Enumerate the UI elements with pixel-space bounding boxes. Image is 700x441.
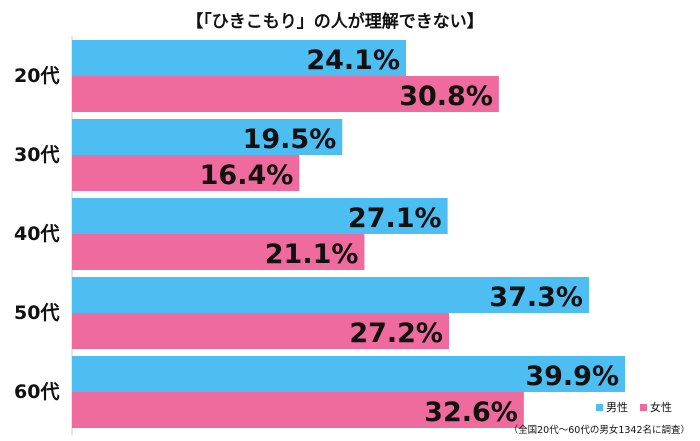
bar-male bbox=[72, 356, 626, 392]
data-label: 30.8% bbox=[399, 81, 493, 112]
legend-label: 女性 bbox=[650, 400, 672, 414]
bar-male bbox=[72, 198, 448, 234]
chart-title: 【「ひきこもり」の人が理解できない】 bbox=[186, 11, 484, 32]
category-label: 40代 bbox=[14, 223, 59, 245]
bar-female bbox=[72, 392, 524, 428]
data-label: 27.1% bbox=[348, 203, 442, 234]
data-label: 19.5% bbox=[243, 124, 337, 155]
data-label: 24.1% bbox=[306, 45, 400, 76]
category-label: 30代 bbox=[14, 144, 59, 166]
category-label: 60代 bbox=[14, 381, 59, 403]
bar-male bbox=[72, 119, 343, 155]
data-label: 21.1% bbox=[265, 239, 359, 270]
bar-female bbox=[72, 76, 499, 112]
category-label: 20代 bbox=[14, 65, 59, 87]
data-label: 39.9% bbox=[525, 361, 619, 392]
data-label: 16.4% bbox=[200, 160, 294, 191]
legend: 男性 女性 bbox=[596, 400, 672, 414]
legend-swatch bbox=[640, 404, 647, 411]
bar-female bbox=[72, 234, 365, 270]
bar-male bbox=[72, 277, 589, 313]
plot-area: 20代 24.1% 30.8% 30代 19.5% 16.4% 40代 27.1% 21.1% 5… bbox=[14, 36, 626, 435]
bar-female bbox=[72, 313, 449, 349]
data-label: 37.3% bbox=[489, 282, 583, 313]
category-label: 50代 bbox=[14, 302, 59, 324]
legend-label: 男性 bbox=[606, 400, 628, 414]
bar-male bbox=[72, 40, 407, 76]
data-label: 32.6% bbox=[424, 397, 518, 428]
survey-note: （全国20代～60代の男女1342名に調査） bbox=[509, 424, 690, 436]
data-label: 27.2% bbox=[349, 318, 443, 349]
legend-swatch bbox=[596, 404, 603, 411]
bar-female bbox=[72, 155, 300, 191]
